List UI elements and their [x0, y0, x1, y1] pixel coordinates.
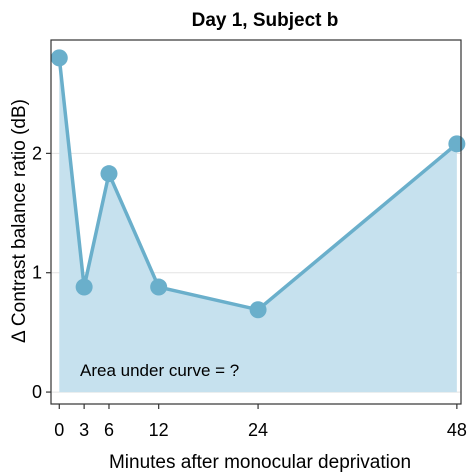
- y-axis-label: Δ Contrast balance ratio (dB): [9, 99, 30, 343]
- chart-title: Day 1, Subject b: [192, 10, 339, 31]
- data-point-3: [150, 278, 168, 296]
- series-line: [57, 57, 458, 312]
- data-point-4: [249, 301, 267, 319]
- area-annotation: Area under curve = ?: [80, 361, 239, 380]
- x-axis-ticks: 0 3 6 12 24 48: [54, 404, 467, 440]
- x-tick-label-0: 0: [54, 420, 64, 440]
- area-under-curve: [59, 57, 457, 393]
- x-axis-label: Minutes after monocular deprivation: [109, 452, 411, 473]
- data-point-1: [75, 278, 93, 296]
- data-point-0: [50, 49, 68, 67]
- x-tick-label-4: 24: [248, 420, 268, 440]
- x-tick-label-3: 12: [149, 420, 169, 440]
- x-tick-label-1: 3: [79, 420, 89, 440]
- y-tick-label-1: 1: [32, 263, 42, 283]
- y-tick-label-2: 2: [32, 143, 42, 163]
- y-tick-label-0: 0: [32, 382, 42, 402]
- plot-frame: [50, 39, 462, 405]
- x-tick-label-5: 48: [447, 420, 467, 440]
- x-tick-label-2: 6: [104, 420, 114, 440]
- y-axis-ticks: 0 1 2: [32, 143, 51, 402]
- data-point-5: [448, 135, 466, 153]
- data-point-2: [100, 165, 118, 183]
